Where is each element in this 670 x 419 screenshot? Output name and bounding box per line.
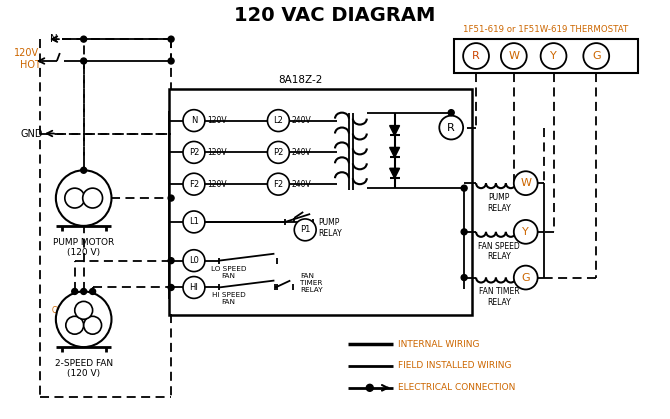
Circle shape: [183, 250, 205, 272]
Polygon shape: [390, 168, 399, 178]
Text: PUMP
RELAY: PUMP RELAY: [487, 193, 511, 212]
Text: L0: L0: [189, 256, 199, 265]
Text: PUMP
RELAY: PUMP RELAY: [318, 218, 342, 238]
Text: PUMP MOTOR: PUMP MOTOR: [53, 238, 115, 247]
Circle shape: [66, 316, 84, 334]
Circle shape: [294, 219, 316, 241]
Circle shape: [448, 110, 454, 116]
Text: R: R: [472, 51, 480, 61]
Text: HI: HI: [190, 283, 198, 292]
Circle shape: [514, 266, 537, 290]
Circle shape: [168, 36, 174, 42]
Text: 120V: 120V: [14, 48, 40, 58]
Polygon shape: [390, 147, 399, 158]
Circle shape: [461, 274, 467, 281]
Text: F2: F2: [189, 180, 199, 189]
Text: FAN TIMER
RELAY: FAN TIMER RELAY: [478, 287, 519, 307]
Text: LO SPEED
FAN: LO SPEED FAN: [211, 266, 247, 279]
Circle shape: [514, 220, 537, 244]
Text: G: G: [592, 51, 600, 61]
Text: 120 VAC DIAGRAM: 120 VAC DIAGRAM: [234, 6, 436, 25]
Circle shape: [168, 58, 174, 64]
Circle shape: [183, 211, 205, 233]
Text: N: N: [191, 116, 197, 125]
Circle shape: [584, 43, 609, 69]
Text: 240V: 240V: [291, 180, 311, 189]
Text: LO: LO: [70, 321, 80, 330]
Circle shape: [80, 167, 86, 173]
Text: GND: GND: [20, 129, 43, 139]
Circle shape: [514, 171, 537, 195]
Text: W: W: [520, 178, 531, 188]
Circle shape: [541, 43, 566, 69]
Circle shape: [80, 58, 86, 64]
Circle shape: [183, 110, 205, 132]
Circle shape: [267, 110, 289, 132]
Text: FAN SPEED
RELAY: FAN SPEED RELAY: [478, 242, 520, 261]
Circle shape: [65, 188, 84, 208]
Circle shape: [168, 258, 174, 264]
Text: HI SPEED
FAN: HI SPEED FAN: [212, 292, 246, 305]
Text: Y: Y: [550, 51, 557, 61]
Text: P1: P1: [300, 225, 310, 234]
Text: N: N: [50, 34, 58, 44]
Text: L1: L1: [189, 217, 199, 226]
Text: HOT: HOT: [20, 60, 41, 70]
Text: 1F51-619 or 1F51W-619 THERMOSTAT: 1F51-619 or 1F51W-619 THERMOSTAT: [464, 25, 628, 34]
Circle shape: [183, 142, 205, 163]
Circle shape: [80, 36, 86, 42]
Text: 120V: 120V: [207, 148, 226, 157]
Text: L2: L2: [273, 116, 283, 125]
Circle shape: [461, 185, 467, 191]
Circle shape: [168, 195, 174, 201]
Text: INTERNAL WIRING: INTERNAL WIRING: [397, 340, 479, 349]
Text: HI: HI: [88, 321, 96, 330]
Circle shape: [75, 301, 92, 319]
Circle shape: [84, 316, 102, 334]
Polygon shape: [390, 126, 399, 135]
Text: Y: Y: [523, 227, 529, 237]
Text: 8A18Z-2: 8A18Z-2: [279, 75, 323, 85]
Circle shape: [82, 188, 103, 208]
Text: FAN
TIMER
RELAY: FAN TIMER RELAY: [300, 272, 323, 292]
Text: 2-SPEED FAN: 2-SPEED FAN: [55, 359, 113, 368]
Bar: [169, 89, 472, 315]
Circle shape: [501, 43, 527, 69]
Text: F2: F2: [273, 180, 283, 189]
Text: 120V: 120V: [207, 180, 226, 189]
Bar: [454, 39, 638, 73]
Text: G: G: [521, 272, 530, 282]
Text: (120 V): (120 V): [67, 369, 100, 378]
Circle shape: [440, 116, 463, 140]
Text: 120V: 120V: [207, 116, 226, 125]
Circle shape: [80, 288, 86, 295]
Text: P2: P2: [189, 148, 199, 157]
Circle shape: [366, 384, 373, 391]
Text: ELECTRICAL CONNECTION: ELECTRICAL CONNECTION: [397, 383, 515, 392]
Text: W: W: [509, 51, 519, 61]
Circle shape: [90, 288, 96, 295]
Circle shape: [56, 170, 111, 226]
Circle shape: [463, 43, 489, 69]
Text: FIELD INSTALLED WIRING: FIELD INSTALLED WIRING: [397, 362, 511, 370]
Text: R: R: [448, 122, 455, 132]
Circle shape: [183, 173, 205, 195]
Text: (120 V): (120 V): [67, 248, 100, 257]
Circle shape: [461, 229, 467, 235]
Circle shape: [72, 288, 78, 295]
Text: COM: COM: [52, 306, 70, 315]
Circle shape: [168, 285, 174, 290]
Text: P2: P2: [273, 148, 283, 157]
Text: 240V: 240V: [291, 116, 311, 125]
Circle shape: [183, 277, 205, 298]
Circle shape: [56, 292, 111, 347]
Circle shape: [267, 173, 289, 195]
Circle shape: [267, 142, 289, 163]
Text: 240V: 240V: [291, 148, 311, 157]
